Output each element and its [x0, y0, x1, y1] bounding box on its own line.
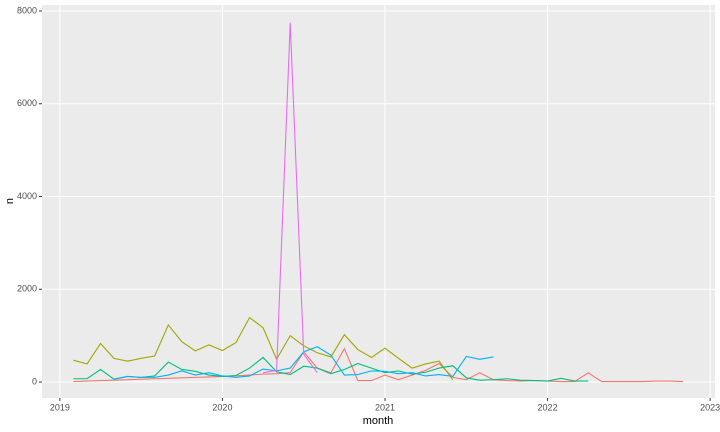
x-tick-label: 2021 [375, 402, 395, 412]
x-axis-title: month [363, 415, 394, 427]
x-tick-label: 2020 [212, 402, 232, 412]
plot-panel [42, 5, 715, 398]
y-tick-label: 8000 [17, 5, 37, 15]
x-tick-label: 2019 [50, 402, 70, 412]
series-line [73, 347, 683, 383]
x-tick-label: 2022 [538, 402, 558, 412]
series-line [73, 316, 454, 381]
y-tick-label: 6000 [17, 98, 37, 108]
series-line [73, 356, 589, 382]
y-axis-title: n [4, 198, 16, 204]
series-line [262, 22, 318, 374]
y-tick-label: 2000 [17, 284, 37, 294]
x-tick-label: 2023 [700, 402, 720, 412]
y-tick-label: 0 [32, 376, 37, 386]
y-tick-label: 4000 [17, 191, 37, 201]
